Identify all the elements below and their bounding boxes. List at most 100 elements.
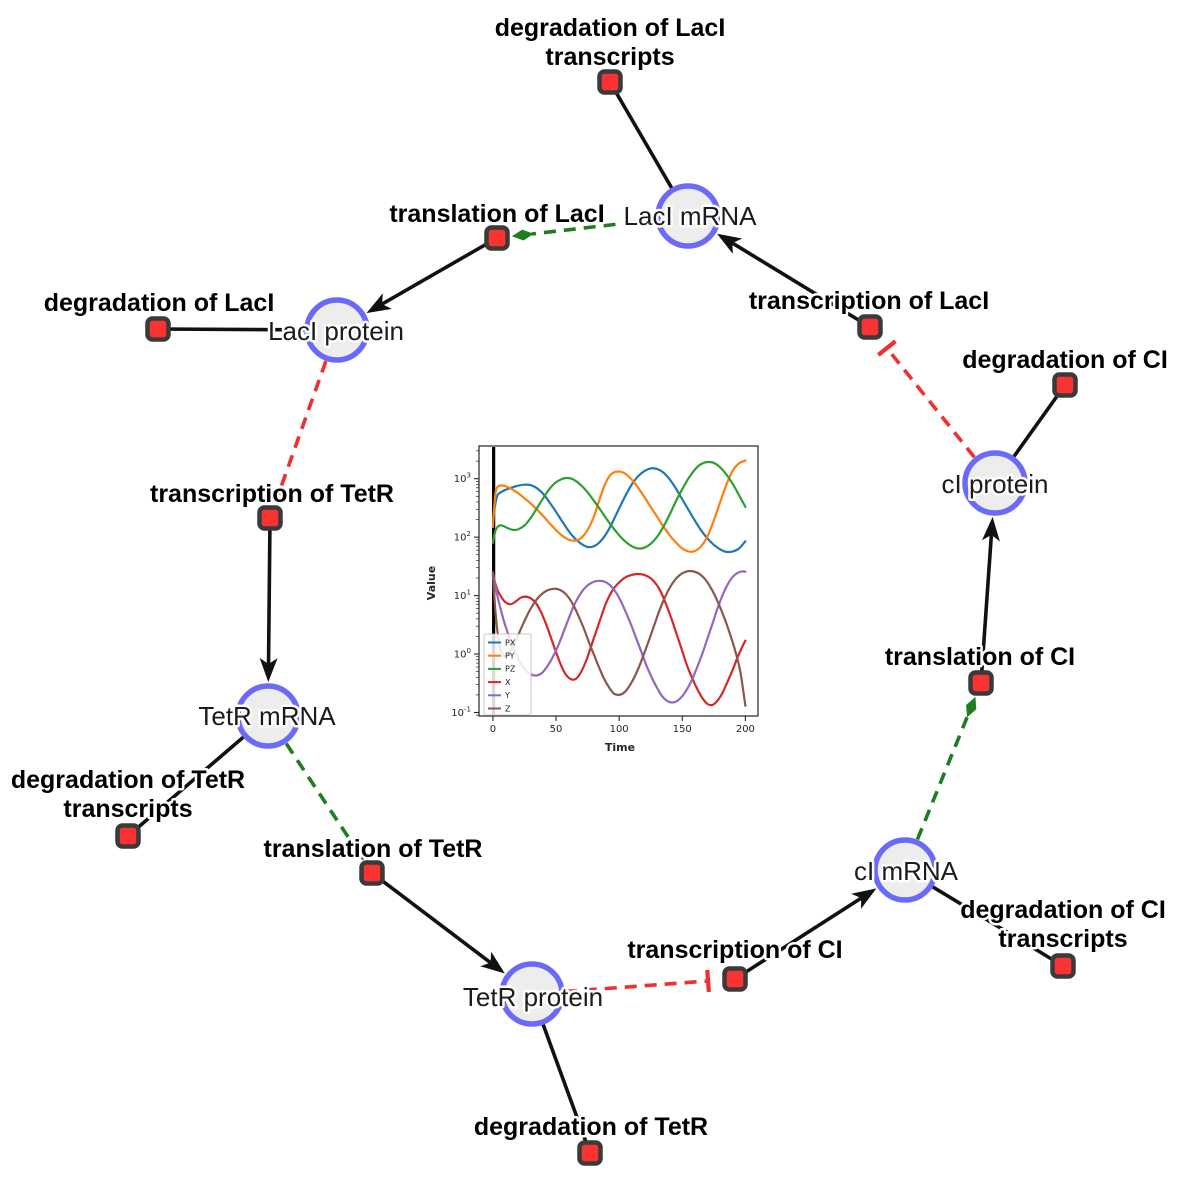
svg-text:100: 100 [454,647,471,661]
svg-text:103: 103 [454,472,471,486]
edge-production-transcription-tetr-tetr-mrna [259,517,278,682]
svg-text:150: 150 [673,724,692,735]
arrowhead-icon [982,516,1000,542]
series-line-PY [491,459,747,553]
reaction-square-icon [722,966,748,992]
series-line-PX [491,467,747,554]
arrowhead-icon [366,293,392,314]
species-circle-icon [235,683,301,749]
reaction-label-transcription-laci: transcription of LacI [749,287,989,315]
edge-production-transcription-ci-ci-mrna [734,888,877,981]
reaction-label-deg-laci-transcripts: degradation of LacI [495,14,726,42]
nodes-layer [115,69,1078,1166]
svg-text:101: 101 [454,589,471,603]
arrowhead-icon [259,657,278,682]
species-label-tetr-mrna: TetR mRNA [198,701,336,731]
edge-modifier-tetr-mrna-translation-tetr [284,742,364,861]
edge-inhibition-tetr-protein-transcription-ci [564,969,711,994]
species-label-tetr-protein: TetR protein [463,982,603,1012]
edge-inhibition-laci-protein-transcription-tetr [267,360,328,499]
legend-label-PY: PY [505,652,515,661]
edge-modifier-ci-mrna-translation-ci [915,696,977,841]
series-line-X [491,572,747,707]
edge-production-translation-laci-laci-protein [366,236,498,314]
species-node-ci-protein[interactable] [962,450,1028,516]
reaction-node-deg-ci[interactable] [1052,372,1078,398]
reaction-label-transcription-tetr: transcription of TetR [150,480,394,508]
reaction-square-icon [1052,372,1078,398]
reaction-node-translation-tetr[interactable] [359,860,385,886]
svg-text:50: 50 [550,724,563,735]
svg-text:200: 200 [736,724,755,735]
chart-legend: PX PY PZ XYZ [483,633,532,716]
legend-label-PZ: PZ [505,665,516,674]
species-node-tetr-protein[interactable] [499,961,565,1027]
reaction-square-icon [484,225,510,251]
reaction-label-deg-tetr-transcripts: degradation of TetR [11,766,245,794]
reaction-label-deg-ci-transcripts: transcripts [998,925,1127,953]
reaction-label-deg-laci-transcripts: transcripts [545,43,674,71]
modifier-diamond-icon [511,229,534,241]
species-node-laci-mrna[interactable] [655,183,721,249]
reaction-square-icon [968,670,994,696]
arrowhead-icon [717,233,743,254]
reaction-node-transcription-laci[interactable] [857,314,883,340]
reaction-label-transcription-ci: transcription of CI [627,936,842,964]
timeseries-inset-chart: 10-1 100 101 102 103 0 50 100 150 200 PX PY PZ XYZ [451,445,759,735]
modifier-diamond-icon [966,696,977,718]
legend-label-Y: Y [504,691,510,700]
reaction-node-transcription-ci[interactable] [722,966,748,992]
inhibition-tee-icon [267,486,291,499]
reaction-square-icon [115,823,141,849]
reaction-node-translation-laci[interactable] [484,225,510,251]
reaction-node-deg-laci-transcripts[interactable] [597,69,623,95]
reaction-label-deg-laci: degradation of LacI [44,289,275,317]
reaction-node-transcription-tetr[interactable] [257,505,283,531]
reaction-node-translation-ci[interactable] [968,670,994,696]
chart-ylabel: Value [425,565,438,601]
inhibition-tee-icon [876,339,897,357]
reaction-label-deg-tetr-transcripts: transcripts [63,795,192,823]
reaction-node-deg-laci[interactable] [145,316,171,342]
reaction-label-translation-laci: translation of LacI [389,200,604,228]
species-label-ci-mrna: cI mRNA [854,856,959,886]
reaction-label-deg-ci: degradation of CI [962,346,1168,374]
species-circle-icon [962,450,1028,516]
species-label-ci-protein: cI protein [942,469,1049,499]
species-circle-icon [872,837,938,903]
reaction-square-icon [145,316,171,342]
reaction-square-icon [597,69,623,95]
edge-production-transcription-laci-laci-mrna [717,233,871,329]
reaction-node-deg-ci-transcripts[interactable] [1050,953,1076,979]
edge-production-translation-tetr-tetr-protein [370,871,505,974]
species-circle-icon [499,961,565,1027]
arrowhead-icon [480,951,505,974]
species-node-laci-protein[interactable] [304,297,370,363]
species-circle-icon [304,297,370,363]
edge-inhibition-ci-protein-transcription-laci [876,339,976,459]
svg-text:100: 100 [610,724,629,735]
species-circle-icon [655,183,721,249]
axis-ticks: 10-1 100 101 102 103 0 50 100 150 200 [451,450,755,735]
species-node-tetr-mrna[interactable] [235,683,301,749]
species-node-ci-mrna[interactable] [872,837,938,903]
reaction-label-deg-tetr: degradation of TetR [474,1113,708,1141]
labels-layer: LacI mRNA LacI protein cI protein TetR mRNA… [8,12,1170,1144]
series-line-PZ [491,460,747,550]
inhibition-tee-icon [705,969,711,993]
reaction-node-deg-tetr[interactable] [577,1140,603,1166]
reaction-node-deg-tetr-transcripts[interactable] [115,823,141,849]
reaction-label-deg-ci-transcripts: degradation of CI [960,896,1166,924]
chart-xlabel: Time [604,741,636,754]
legend-label-PX: PX [505,638,516,647]
species-label-laci-mrna: LacI mRNA [624,201,758,231]
reaction-square-icon [359,860,385,886]
reaction-square-icon [577,1140,603,1166]
reaction-label-translation-ci: translation of CI [885,643,1075,671]
legend-label-Z: Z [505,704,511,713]
svg-text:10-1: 10-1 [451,705,471,719]
axes-box [478,445,759,717]
legend-label-X: X [505,678,511,687]
